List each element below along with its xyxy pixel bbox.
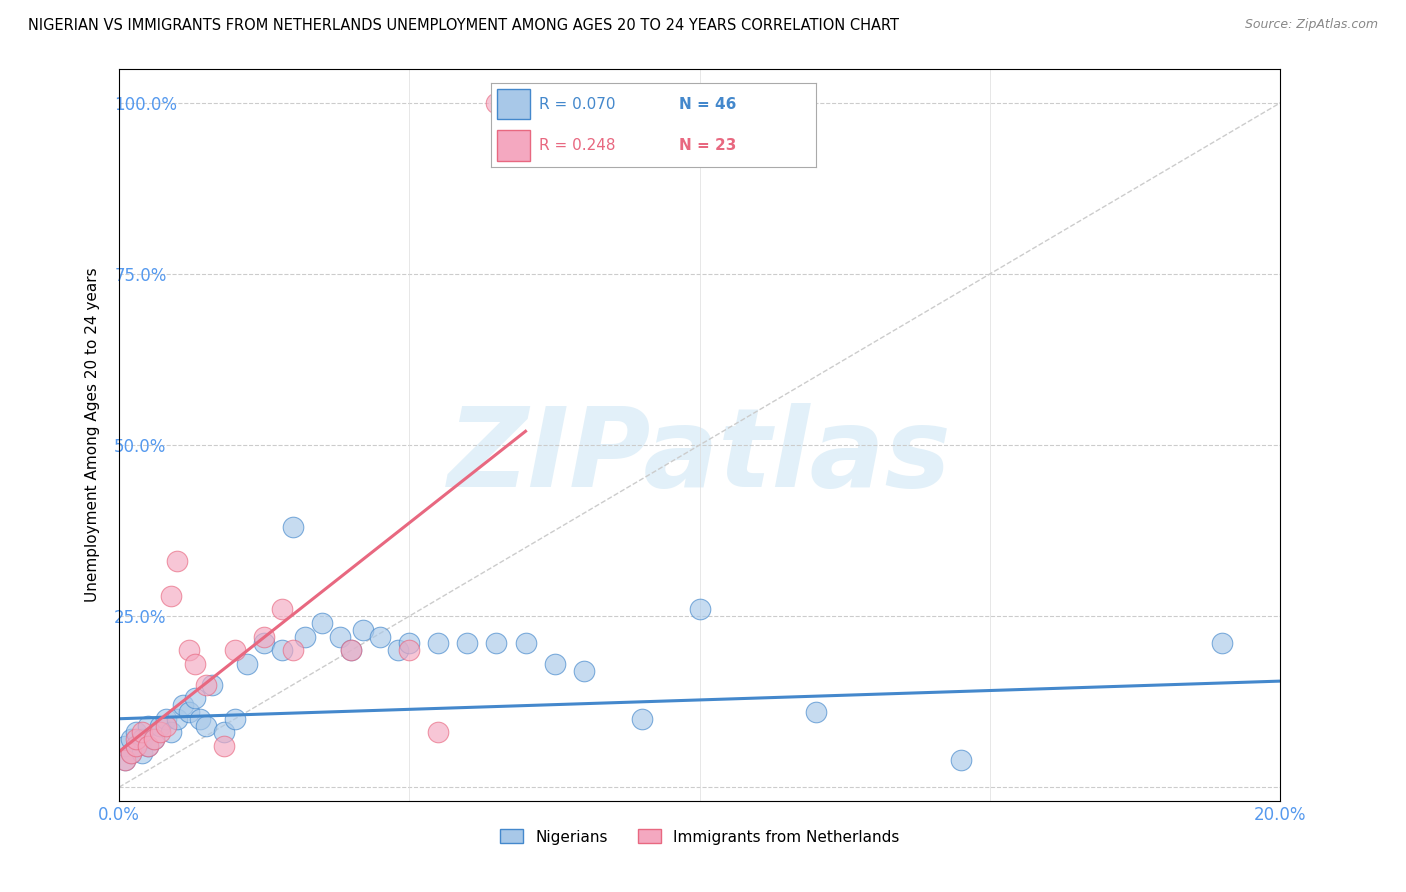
Point [155,718,177,732]
Point [125,732,148,747]
Point [270,602,292,616]
Point [166,554,188,568]
Point [177,643,200,657]
Point [114,753,136,767]
Point [950,753,973,767]
Point [125,739,148,753]
Point [183,657,205,671]
Point [236,657,259,671]
Point [485,95,508,110]
Point [195,718,218,732]
Text: ZIPatlas: ZIPatlas [449,403,952,510]
Point [398,643,420,657]
Point [188,712,211,726]
Point [177,705,200,719]
Point [283,643,305,657]
Point [543,657,565,671]
Point [340,643,363,657]
Point [329,630,352,644]
Point [114,753,136,767]
Point [370,630,392,644]
Point [125,725,148,739]
Point [195,677,218,691]
Point [387,643,409,657]
Point [120,732,142,747]
Point [224,712,246,726]
Point [142,732,165,747]
Point [270,643,292,657]
Point [398,636,420,650]
Point [224,643,246,657]
Point [142,732,165,747]
Point [689,602,711,616]
Point [804,705,827,719]
Point [201,677,224,691]
Point [572,664,595,678]
Point [630,712,652,726]
Point [427,636,450,650]
Point [149,718,172,732]
Point [352,623,374,637]
Legend: Nigerians, Immigrants from Netherlands: Nigerians, Immigrants from Netherlands [501,830,900,845]
Point [131,725,153,739]
Point [160,589,183,603]
Point [125,739,148,753]
Point [136,739,159,753]
Point [166,712,188,726]
Point [120,746,142,760]
Point [456,636,478,650]
Point [149,725,172,739]
Point [212,739,235,753]
Point [253,630,276,644]
Point [294,630,316,644]
Point [253,636,276,650]
Point [427,725,450,739]
Point [131,746,153,760]
Point [172,698,194,712]
Point [155,712,177,726]
Y-axis label: Unemployment Among Ages 20 to 24 years: Unemployment Among Ages 20 to 24 years [86,268,100,602]
Point [515,636,537,650]
Point [1211,636,1233,650]
Point [136,718,159,732]
Point [283,520,305,534]
Point [114,739,136,753]
Point [120,746,142,760]
Point [311,615,333,630]
Text: NIGERIAN VS IMMIGRANTS FROM NETHERLANDS UNEMPLOYMENT AMONG AGES 20 TO 24 YEARS C: NIGERIAN VS IMMIGRANTS FROM NETHERLANDS … [28,18,898,33]
Point [136,739,159,753]
Point [183,691,205,706]
Point [212,725,235,739]
Text: Source: ZipAtlas.com: Source: ZipAtlas.com [1244,18,1378,31]
Point [131,732,153,747]
Point [485,636,508,650]
Point [160,725,183,739]
Point [340,643,363,657]
